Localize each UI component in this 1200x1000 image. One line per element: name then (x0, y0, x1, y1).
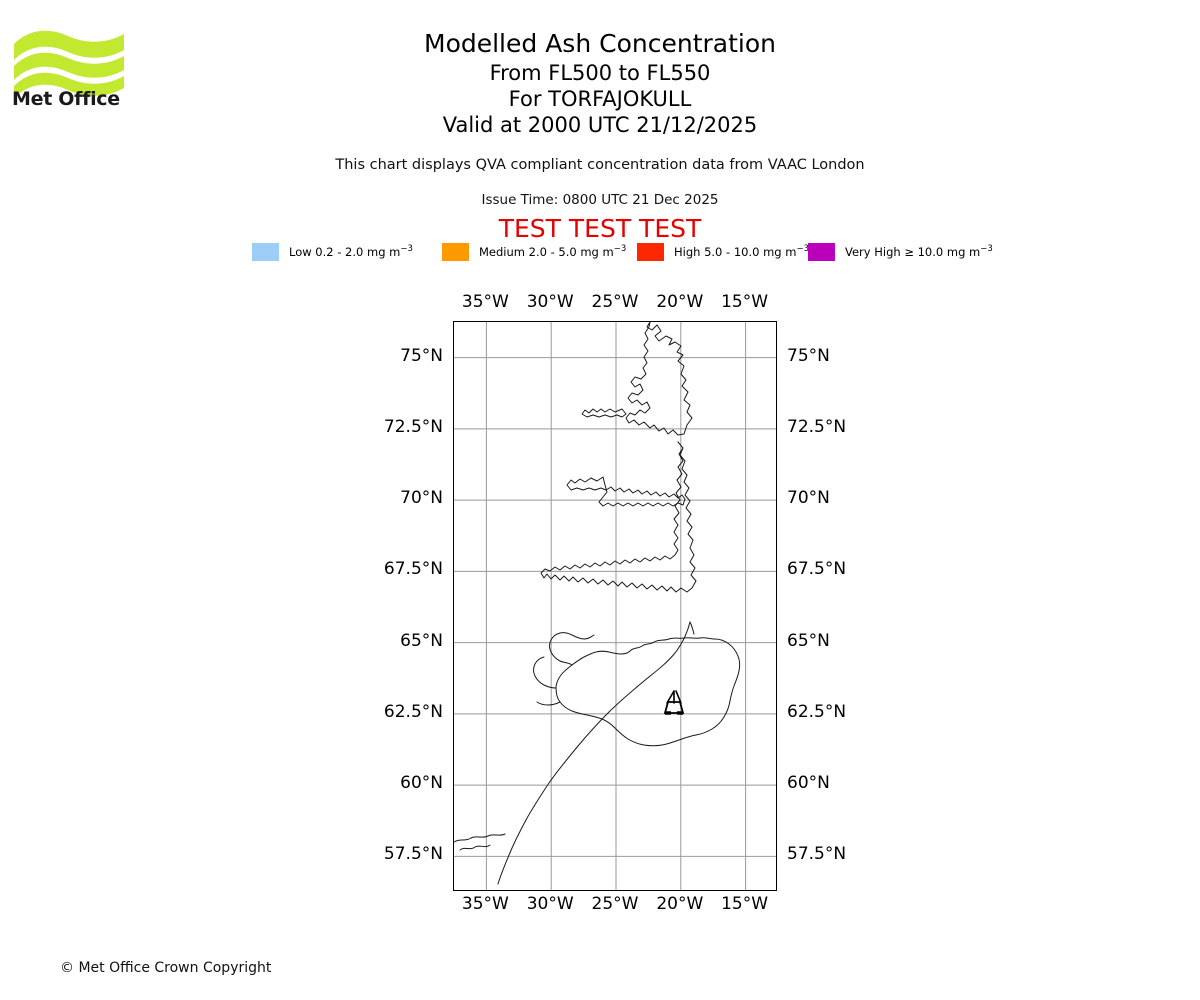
legend-label-very-high: Very High ≥ 10.0 mg m−3 (845, 245, 993, 259)
copyright-notice: © Met Office Crown Copyright (60, 960, 272, 976)
met-office-logo-text: Met Office (12, 88, 120, 110)
concentration-legend: Low 0.2 - 2.0 mg m−3 Medium 2.0 - 5.0 mg… (252, 242, 993, 262)
legend-entry-very-high: Very High ≥ 10.0 mg m−3 (808, 242, 993, 262)
lat-tick-right-6: 60°N (787, 773, 830, 794)
lat-tick-right-7: 57.5°N (787, 844, 847, 865)
map-gridlines (454, 322, 776, 890)
legend-label-high-exponent: −3 (796, 244, 809, 255)
lat-tick-right-0: 75°N (787, 345, 830, 366)
lat-tick-left-7: 57.5°N (383, 844, 443, 865)
lat-tick-left-5: 62.5°N (383, 701, 443, 722)
lon-tick-top-2: 25°W (591, 292, 639, 312)
valid-time: Valid at 2000 UTC 21/12/2025 (442, 113, 758, 137)
legend-label-very-high-text: Very High ≥ 10.0 mg m (845, 245, 981, 259)
lat-tick-right-5: 62.5°N (787, 701, 847, 722)
lat-tick-left-0: 75°N (400, 345, 443, 366)
lat-tick-left-1: 72.5°N (383, 416, 443, 437)
legend-label-low: Low 0.2 - 2.0 mg m−3 (289, 245, 413, 259)
lat-tick-right-2: 70°N (787, 488, 830, 509)
legend-swatch-high (637, 243, 664, 261)
compliance-note: This chart displays QVA compliant concen… (335, 157, 865, 173)
lon-tick-bottom-1: 30°W (526, 894, 574, 914)
legend-label-low-text: Low 0.2 - 2.0 mg m (289, 245, 401, 259)
met-office-logo (12, 24, 132, 114)
lat-tick-left-6: 60°N (400, 773, 443, 794)
lat-tick-right-1: 72.5°N (787, 416, 847, 437)
legend-label-low-exponent: −3 (400, 244, 413, 255)
legend-label-high: High 5.0 - 10.0 mg m−3 (674, 245, 809, 259)
map-canvas (454, 322, 776, 890)
lon-tick-top-1: 30°W (526, 292, 574, 312)
volcano-marker-torfajokull (663, 690, 685, 715)
legend-label-medium: Medium 2.0 - 5.0 mg m−3 (479, 245, 626, 259)
page-title: Modelled Ash Concentration (424, 29, 776, 58)
flight-level-range: From FL500 to FL550 (489, 61, 711, 85)
lat-tick-right-4: 65°N (787, 630, 830, 651)
coastline-greenland (454, 322, 697, 885)
lat-tick-left-4: 65°N (400, 630, 443, 651)
legend-label-medium-text: Medium 2.0 - 5.0 mg m (479, 245, 614, 259)
lon-tick-bottom-3: 20°W (656, 894, 704, 914)
legend-label-high-text: High 5.0 - 10.0 mg m (674, 245, 797, 259)
issue-time: Issue Time: 0800 UTC 21 Dec 2025 (481, 192, 719, 208)
test-banner: TEST TEST TEST (498, 214, 702, 243)
map-frame (453, 321, 777, 891)
chart-title-block: Modelled Ash Concentration From FL500 to… (0, 28, 1200, 138)
lon-tick-bottom-2: 25°W (591, 894, 639, 914)
lat-tick-right-3: 67.5°N (787, 559, 847, 580)
lon-tick-bottom-0: 35°W (461, 894, 509, 914)
legend-label-very-high-exponent: −3 (980, 244, 993, 255)
lon-tick-top-3: 20°W (656, 292, 704, 312)
legend-entry-low: Low 0.2 - 2.0 mg m−3 (252, 242, 413, 262)
map-plot-area (453, 321, 777, 891)
lon-tick-bottom-4: 15°W (721, 894, 769, 914)
lat-tick-left-2: 70°N (400, 488, 443, 509)
lon-tick-top-4: 15°W (721, 292, 769, 312)
legend-label-medium-exponent: −3 (613, 244, 627, 255)
volcano-name: For TORFAJOKULL (508, 87, 692, 111)
legend-swatch-very-high (808, 243, 835, 261)
lon-tick-top-0: 35°W (461, 292, 509, 312)
legend-entry-medium: Medium 2.0 - 5.0 mg m−3 (442, 242, 626, 262)
lat-tick-left-3: 67.5°N (383, 559, 443, 580)
legend-entry-high: High 5.0 - 10.0 mg m−3 (637, 242, 809, 262)
legend-swatch-low (252, 243, 279, 261)
met-office-logo-waves (14, 30, 124, 98)
legend-swatch-medium (442, 243, 469, 261)
coastline-iceland (533, 632, 741, 747)
